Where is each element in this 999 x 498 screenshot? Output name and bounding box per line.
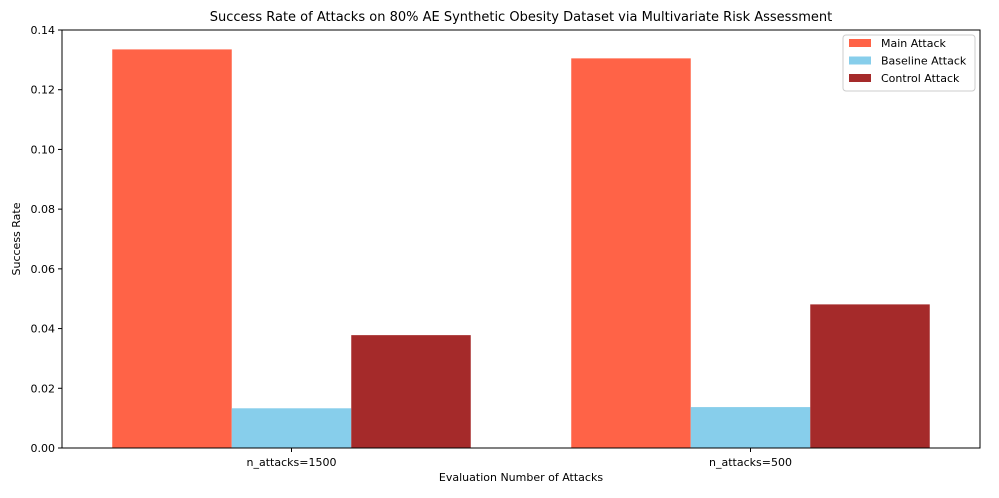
x-axis-label: Evaluation Number of Attacks	[439, 471, 603, 484]
y-tick-label: 0.14	[31, 24, 56, 37]
y-tick-label: 0.02	[31, 382, 56, 395]
bars-group	[112, 49, 930, 449]
legend-label: Main Attack	[881, 37, 947, 50]
y-axis-ticks: 0.00 0.02 0.04 0.06 0.08 0.10 0.12 0.14	[31, 24, 62, 455]
bar-main-attack-0	[112, 49, 232, 449]
legend-label: Control Attack	[881, 72, 960, 85]
y-tick-label: 0.10	[31, 143, 56, 156]
plot-frame	[61, 29, 981, 449]
bar-control-attack-0	[351, 335, 471, 448]
y-tick-label: 0.00	[31, 442, 56, 455]
legend-box	[842, 34, 976, 92]
x-tick-label: n_attacks=1500	[247, 456, 337, 469]
bar-control-attack-1	[810, 304, 930, 448]
legend-label: Baseline Attack	[881, 55, 967, 68]
y-tick-label: 0.04	[31, 323, 56, 336]
y-tick-label: 0.12	[31, 84, 56, 97]
legend: Main Attack Baseline Attack Control Attack	[842, 34, 976, 92]
x-tick-label: n_attacks=500	[709, 456, 792, 469]
chart-title: Success Rate of Attacks on 80% AE Synthe…	[210, 10, 832, 25]
bar-main-attack-1	[571, 58, 691, 448]
x-axis-ticks: n_attacks=1500 n_attacks=500	[247, 448, 792, 469]
y-tick-label: 0.06	[31, 263, 56, 276]
bar-baseline-attack-0	[231, 408, 352, 448]
legend-swatch	[849, 74, 871, 82]
bar-baseline-attack-1	[690, 407, 811, 448]
y-axis-label: Success Rate	[10, 202, 23, 275]
legend-swatch	[849, 56, 871, 65]
legend-swatch	[849, 39, 871, 47]
y-tick-label: 0.08	[31, 203, 56, 216]
